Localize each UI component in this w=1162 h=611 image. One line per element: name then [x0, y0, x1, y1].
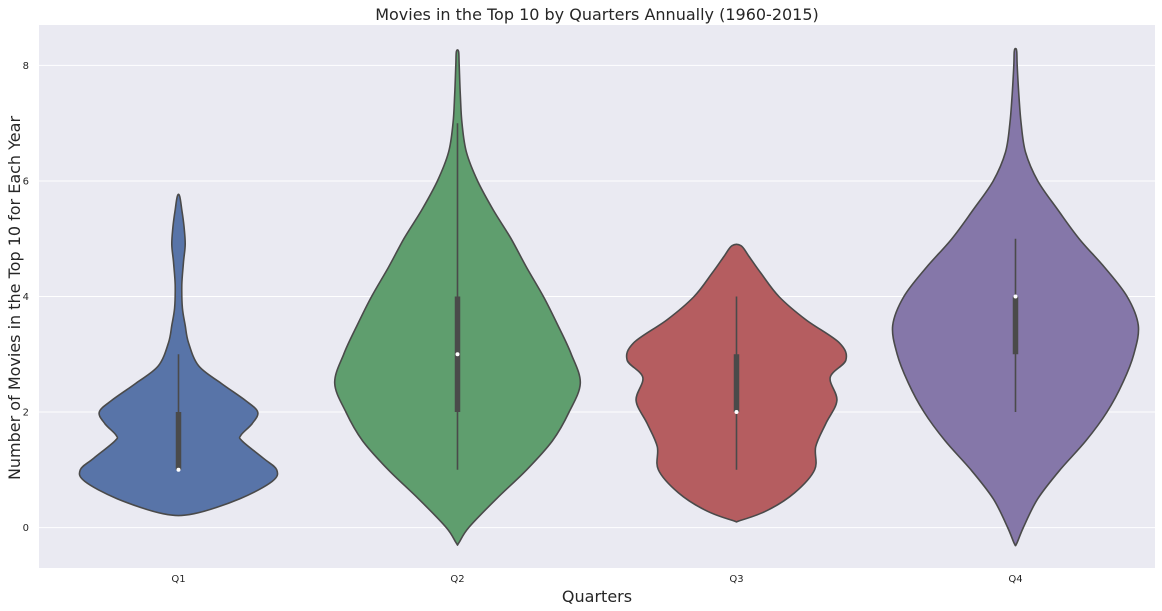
y-axis-label: Number of Movies in the Top 10 for Each … [5, 116, 24, 481]
x-axis-label: Quarters [562, 587, 632, 606]
median-point-q4 [1013, 294, 1018, 299]
median-point-q2 [455, 352, 460, 357]
x-tick-label: Q3 [729, 574, 743, 585]
x-tick-label: Q4 [1008, 574, 1022, 585]
median-point-q1 [176, 467, 181, 472]
chart-title: Movies in the Top 10 by Quarters Annuall… [375, 5, 819, 24]
tick-labels: 0 2 4 6 8 Q1 Q2 Q3 Q4 [23, 61, 1023, 585]
violins [78, 47, 1140, 547]
y-tick-label: 0 [23, 523, 29, 534]
y-tick-label: 4 [23, 292, 29, 303]
y-tick-label: 6 [23, 176, 29, 187]
y-tick-label: 2 [23, 408, 29, 419]
x-tick-label: Q2 [450, 574, 464, 585]
y-tick-label: 8 [23, 61, 29, 72]
x-tick-label: Q1 [171, 574, 185, 585]
median-point-q3 [734, 410, 739, 415]
